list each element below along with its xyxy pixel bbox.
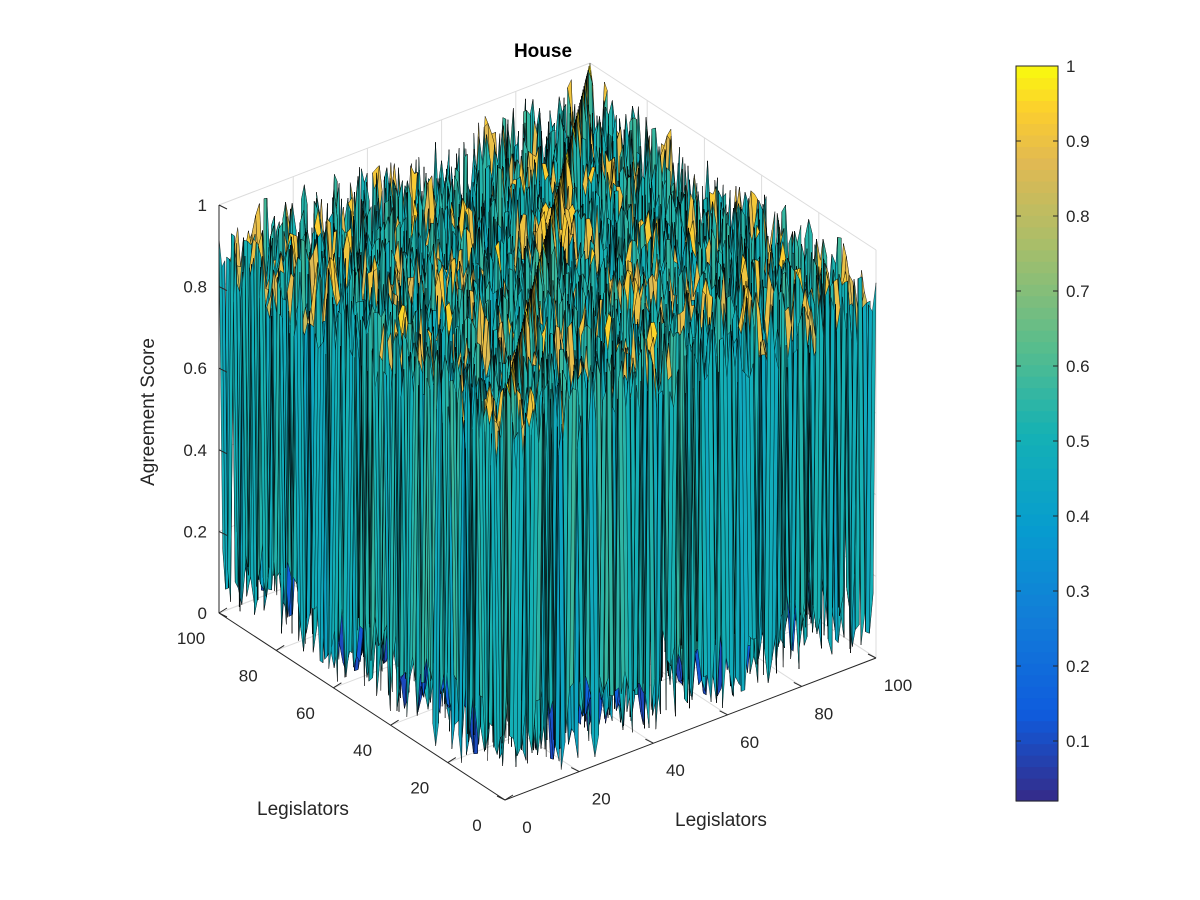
grid-line-z bbox=[218, 62, 591, 206]
grid-line-z bbox=[589, 62, 877, 251]
surface-plot bbox=[218, 62, 877, 770]
